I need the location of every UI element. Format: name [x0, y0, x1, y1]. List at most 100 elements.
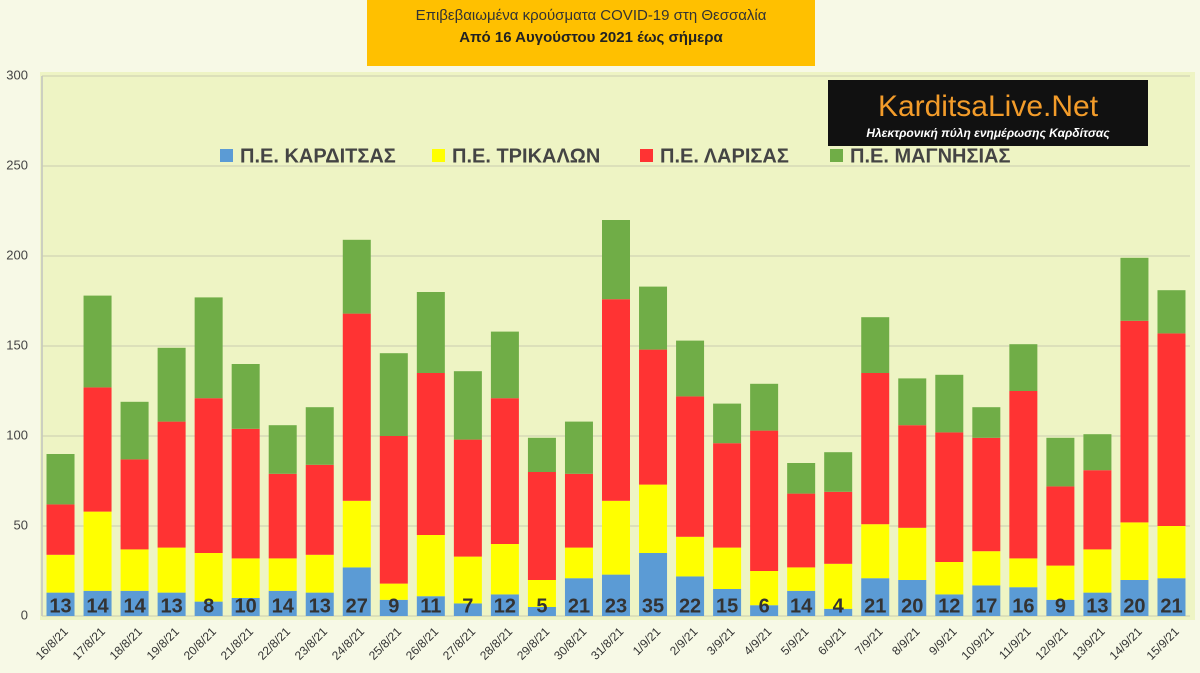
bar-segment	[194, 297, 223, 399]
bar-segment	[972, 437, 1001, 552]
bar-segment	[713, 403, 742, 444]
y-tick-label: 50	[14, 517, 28, 532]
bar-segment	[898, 425, 927, 528]
bar-segment	[83, 590, 112, 616]
legend-swatch	[640, 149, 653, 162]
bar-segment	[1157, 578, 1186, 616]
data-label: 16	[1012, 595, 1034, 617]
bar-segment	[120, 401, 149, 460]
bar-segment	[157, 592, 186, 616]
bar-segment	[379, 599, 408, 616]
bar-segment	[824, 452, 853, 492]
bar-segment	[120, 459, 149, 550]
data-label: 13	[49, 595, 71, 617]
bar-segment	[1009, 344, 1038, 391]
data-label: 22	[679, 595, 701, 617]
data-label: 13	[1086, 595, 1108, 617]
bar-segment	[490, 594, 519, 616]
bar-segment	[1046, 437, 1075, 487]
bar-segment	[750, 430, 779, 571]
bar-segment	[416, 373, 445, 535]
logo-title: KarditsaLive.Net	[878, 90, 1099, 123]
data-label: 13	[309, 595, 331, 617]
data-label: 11	[420, 595, 441, 617]
bar-segment	[46, 504, 75, 555]
legend-label: Π.Ε. ΚΑΡΔΙΤΣΑΣ	[240, 145, 396, 167]
y-tick-label: 100	[6, 427, 28, 442]
bar-segment	[157, 347, 186, 422]
bar-segment	[342, 500, 371, 568]
data-label: 21	[1160, 595, 1182, 617]
bar-segment	[453, 556, 482, 604]
bar-segment	[787, 463, 816, 494]
bar-segment	[416, 292, 445, 373]
bar-segment	[379, 436, 408, 584]
data-label: 35	[642, 595, 664, 617]
bar-segment	[861, 317, 890, 373]
bar-segment	[676, 340, 705, 397]
bar-segment	[120, 590, 149, 616]
chart-subtitle: Από 16 Αυγούστου 2021 έως σήμερα	[459, 29, 723, 46]
bar-segment	[639, 484, 668, 553]
bar-segment	[935, 374, 964, 433]
bar-segment	[713, 443, 742, 548]
bar-segment	[639, 553, 668, 616]
bar-segment	[46, 592, 75, 616]
bar-segment	[564, 421, 593, 474]
bar-segment	[898, 527, 927, 580]
bar-segment	[787, 590, 816, 616]
y-tick-label: 300	[6, 67, 28, 82]
bar-segment	[83, 387, 112, 512]
legend-swatch	[432, 149, 445, 162]
bar-segment	[676, 576, 705, 616]
data-label: 14	[790, 595, 813, 617]
bar-segment	[1120, 257, 1149, 321]
data-label: 20	[901, 595, 923, 617]
bar-segment	[861, 373, 890, 525]
data-label: 6	[759, 595, 770, 617]
bar-segment	[1083, 549, 1112, 593]
bar-segment	[861, 524, 890, 579]
bar-segment	[602, 299, 630, 501]
bar-segment	[305, 464, 334, 555]
bar-segment	[527, 580, 556, 607]
bar-segment	[231, 364, 260, 429]
bar-segment	[231, 598, 260, 616]
bar-segment	[602, 574, 630, 616]
bar-segment	[1009, 587, 1038, 616]
bar-segment	[639, 349, 668, 485]
bar-segment	[83, 295, 112, 388]
bar-segment	[1120, 320, 1149, 523]
bar-segment	[194, 601, 223, 616]
bar-segment	[379, 583, 408, 600]
legend-label: Π.Ε. ΜΑΓΝΗΣΙΑΣ	[850, 145, 1010, 167]
bar-segment	[342, 239, 371, 314]
data-label: 13	[160, 595, 182, 617]
logo-box	[828, 80, 1148, 146]
data-label: 7	[462, 595, 473, 617]
bar-segment	[861, 578, 890, 616]
bar-segment	[157, 421, 186, 548]
bar-segment	[1083, 470, 1112, 550]
bar-segment	[935, 432, 964, 562]
y-tick-label: 150	[6, 337, 28, 352]
chart-title: Επιβεβαιωμένα κρούσματα COVID-19 στη Θεσ…	[416, 7, 767, 24]
bar-segment	[194, 553, 223, 602]
data-label: 17	[975, 595, 997, 617]
bar-segment	[453, 603, 482, 616]
legend-swatch	[830, 149, 843, 162]
logo-subtitle: Ηλεκτρονική πύλη ενημέρωσης Καρδίτσας	[866, 126, 1110, 140]
bar-segment	[713, 589, 742, 616]
legend-swatch	[220, 149, 233, 162]
bar-segment	[824, 608, 853, 616]
bar-segment	[194, 398, 223, 553]
bar-segment	[824, 563, 853, 609]
y-tick-label: 0	[21, 607, 28, 622]
bar-segment	[305, 554, 334, 593]
bar-segment	[602, 500, 630, 575]
bar-segment	[1009, 391, 1038, 559]
bar-segment	[490, 331, 519, 399]
bar-segment	[787, 493, 816, 568]
data-label: 14	[86, 595, 109, 617]
data-label: 20	[1123, 595, 1145, 617]
